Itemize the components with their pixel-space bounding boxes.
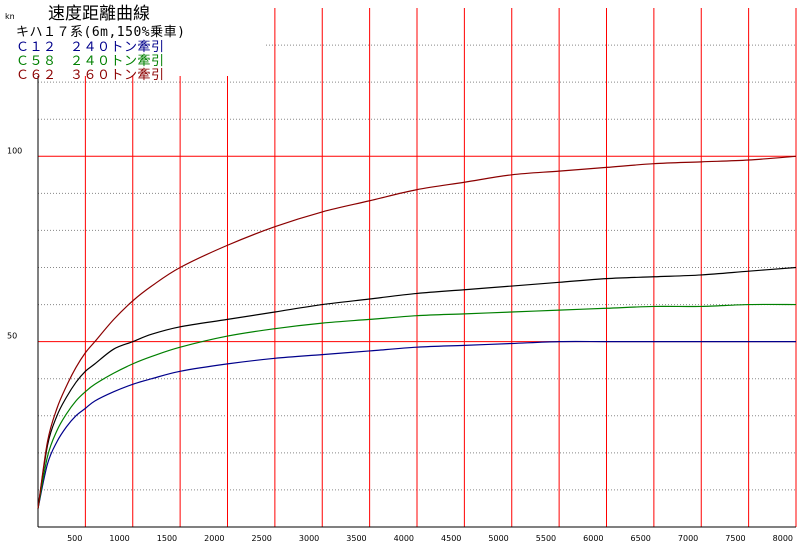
x-tick-label: 1500 [157,534,177,543]
chart-title: 速度距離曲線 [48,4,150,24]
x-tick-label: 7500 [725,534,745,543]
x-tick-label: 2500 [252,534,272,543]
x-tick-label: 5500 [536,534,556,543]
series-line-0 [37,266,797,509]
y-tick-label: 50 [7,332,17,341]
series-line-3 [37,155,797,509]
x-tick-label: 4000 [394,534,414,543]
x-tick-label: 5000 [488,534,508,543]
x-tick-label: 6000 [583,534,603,543]
x-tick-label: 6500 [631,534,651,543]
x-tick-label: 4500 [441,534,461,543]
x-tick-label: 1000 [109,534,129,543]
x-tick-label: 8000 [773,534,793,543]
legend: 速度距離曲線 キハ１７系(6m,150%乗車) Ｃ１２ ２４０トン牽引 Ｃ５８ … [14,0,264,83]
x-tick-label: 3000 [299,534,319,543]
tick-labels: 500 1000 1500 2000 2500 3000 3500 4000 4500 5000 5… [7,146,793,543]
x-tick-label: 3500 [346,534,366,543]
y-tick-label: 100 [7,146,22,155]
series-line-1 [37,340,796,509]
x-tick-label: 500 [67,534,82,543]
series-line-2 [37,303,797,509]
axes [37,8,796,528]
x-tick-label: 2000 [204,534,224,543]
legend-item-c58: Ｃ５８ ２４０トン牽引 [16,54,165,69]
x-tick-label: 7000 [678,534,698,543]
major-gridlines [38,8,797,527]
legend-item-c12: Ｃ１２ ２４０トン牽引 [16,40,165,55]
legend-item-c62: Ｃ６２ ３６０トン牽引 [16,68,165,83]
series-lines [37,155,797,509]
legend-item-kiha17: キハ１７系(6m,150%乗車) [16,25,186,40]
